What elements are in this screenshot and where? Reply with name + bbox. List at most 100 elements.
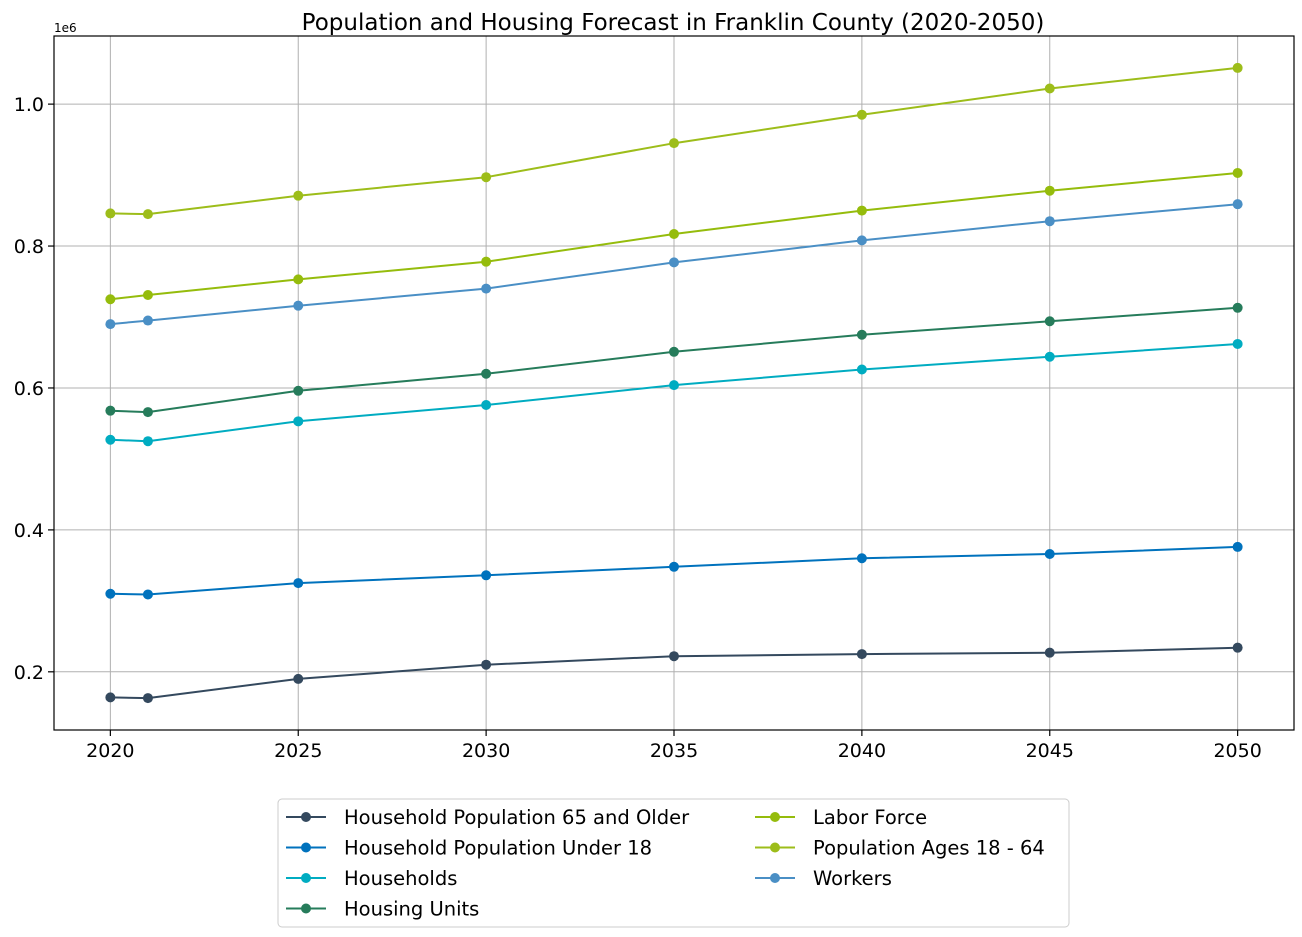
legend-marker — [770, 873, 780, 883]
series-4 — [105, 167, 1243, 305]
data-point — [105, 208, 116, 219]
data-point — [856, 205, 867, 216]
series-0 — [105, 642, 1243, 704]
data-point — [1044, 316, 1055, 327]
data-point — [669, 346, 679, 357]
x-tick-label: 2020 — [86, 740, 134, 762]
data-point — [669, 651, 679, 662]
data-point — [856, 553, 867, 564]
legend-entry: Households — [286, 867, 457, 890]
legend-entry: Household Population 65 and Older — [286, 806, 690, 829]
data-point — [1232, 199, 1243, 210]
data-point — [1044, 185, 1055, 196]
data-point — [293, 190, 304, 201]
data-point — [481, 283, 492, 294]
data-point — [1232, 541, 1243, 552]
legend-marker — [301, 812, 311, 822]
legend-label: Housing Units — [344, 898, 479, 921]
y-tick-label: 0.2 — [14, 662, 44, 684]
x-tick-label: 2025 — [274, 740, 322, 762]
series-6 — [105, 199, 1243, 330]
legend-label: Household Population Under 18 — [344, 837, 652, 860]
x-tick-label: 2045 — [1026, 740, 1074, 762]
legend-entry: Workers — [755, 867, 892, 890]
data-point — [142, 209, 153, 220]
legend-label: Households — [344, 867, 457, 890]
data-point — [1232, 62, 1243, 73]
legend-entry: Labor Force — [755, 806, 927, 829]
y-axis-offset-label: 1e6 — [54, 21, 77, 35]
data-point — [293, 673, 304, 684]
y-tick-label: 0.6 — [14, 378, 44, 400]
y-tick-label: 1.0 — [14, 94, 44, 116]
data-point — [1232, 642, 1243, 653]
data-point — [481, 256, 492, 267]
y-tick-label: 0.8 — [14, 236, 44, 258]
legend-label: Workers — [813, 867, 892, 890]
data-point — [669, 138, 679, 149]
legend-entry: Population Ages 18 - 64 — [755, 837, 1045, 860]
data-point — [293, 385, 304, 396]
data-point — [856, 649, 867, 660]
data-point — [142, 315, 153, 326]
data-point — [142, 290, 153, 301]
series-line — [110, 545, 1238, 596]
legend-label: Population Ages 18 - 64 — [813, 837, 1045, 860]
series-line — [110, 172, 1238, 301]
data-point — [142, 589, 153, 600]
axis-ticks: 2020 2025 2030 2035 2040 2045 2050 0.2 0.4 0.6 0.8… — [14, 94, 1262, 762]
x-tick-label: 2040 — [838, 740, 886, 762]
data-point — [856, 364, 867, 375]
series-5 — [105, 62, 1243, 220]
data-point — [481, 570, 492, 581]
chart-title: Population and Housing Forecast in Frank… — [302, 10, 1045, 36]
x-tick-label: 2035 — [650, 740, 698, 762]
grid — [54, 36, 1294, 730]
series-line — [110, 646, 1238, 700]
y-tick-label: 0.4 — [14, 520, 44, 542]
data-point — [1044, 216, 1055, 227]
data-point — [856, 329, 867, 340]
series-2 — [105, 338, 1243, 447]
data-point — [105, 588, 116, 599]
legend: Household Population 65 and Older Househo… — [277, 798, 1070, 928]
data-point — [856, 109, 867, 120]
data-point — [293, 416, 304, 427]
data-point — [1044, 83, 1055, 94]
data-point — [142, 407, 153, 418]
data-point — [481, 659, 492, 670]
legend-marker — [770, 842, 780, 853]
legend-label: Household Population 65 and Older — [344, 806, 690, 829]
data-point — [1232, 338, 1243, 349]
data-point — [481, 172, 492, 183]
data-point — [105, 434, 116, 445]
legend-entry: Housing Units — [286, 898, 479, 921]
x-tick-label: 2050 — [1213, 740, 1261, 762]
data-point — [293, 578, 304, 589]
legend-marker — [301, 903, 311, 914]
series-line — [110, 66, 1238, 216]
series-3 — [105, 302, 1243, 418]
data-point — [481, 368, 492, 379]
data-point — [142, 436, 153, 447]
data-point — [105, 405, 116, 416]
data-point — [1044, 351, 1055, 362]
data-point — [1232, 167, 1243, 178]
data-point — [856, 235, 867, 246]
data-point — [1232, 302, 1243, 313]
x-tick-label: 2030 — [462, 740, 510, 762]
data-point — [1044, 647, 1055, 658]
legend-marker — [770, 812, 780, 822]
legend-box — [277, 798, 1070, 928]
series-line — [110, 306, 1238, 414]
series-group — [105, 62, 1243, 704]
data-point — [105, 319, 116, 330]
data-point — [142, 693, 153, 704]
series-line — [110, 203, 1238, 326]
data-point — [293, 274, 304, 285]
data-point — [669, 228, 679, 239]
legend-marker — [301, 873, 311, 883]
legend-label: Labor Force — [813, 806, 927, 829]
data-point — [105, 692, 116, 703]
legend-marker — [301, 842, 311, 853]
